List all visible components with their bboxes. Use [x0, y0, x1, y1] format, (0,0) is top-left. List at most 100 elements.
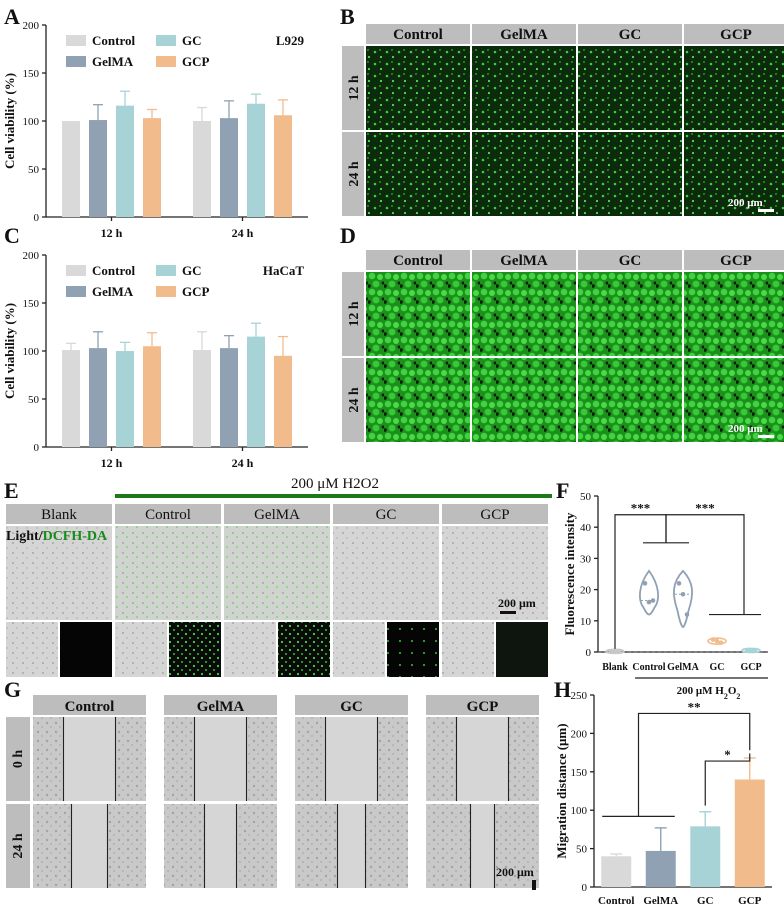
legend-swatch-control [66, 265, 86, 276]
scale-bar-label-e: 200 μm [498, 596, 536, 610]
y-tick-label: 0 [34, 442, 40, 454]
x-tick-label: 12 h [101, 456, 123, 470]
bar-gcp-1 [274, 115, 292, 217]
x-tick-label: GCP [738, 895, 762, 907]
legend-label-gc: GC [182, 33, 202, 48]
y-tick-label: 100 [23, 346, 40, 358]
fluorescence-image-control [169, 622, 221, 677]
chart-c: 0 50 100 150 200 Cell viability (%) 12 h 24 h Co… [2, 250, 308, 470]
image-grid-e: Blank Control GelMA GC GCP 200 μm [6, 504, 548, 677]
y-tick-label: 0 [34, 212, 40, 224]
legend-label-gcp: GCP [182, 284, 210, 299]
bar-control [601, 856, 632, 887]
sig-bracket-2 [665, 514, 745, 615]
legend-label-gc: GC [182, 263, 202, 278]
y-tick-label: 150 [23, 298, 40, 310]
micrograph-gc-1 [578, 132, 682, 216]
fluorescence-image-blank [60, 622, 112, 677]
violin-control [639, 569, 659, 616]
bar-control-0 [62, 121, 80, 217]
y-axis-label: Fluorescence intensity [562, 512, 577, 635]
legend-swatch-gc [156, 265, 176, 276]
bar-gc-0 [116, 105, 134, 217]
data-point [650, 598, 656, 603]
data-point [714, 638, 720, 644]
x-tick-label: GCP [740, 662, 761, 673]
y-tick-label: 10 [580, 616, 592, 628]
bar-gelma-1 [220, 118, 238, 217]
data-point [748, 648, 754, 653]
column-header-bg [578, 24, 682, 44]
row-header-bg [342, 358, 364, 442]
column-header-e-blank: Blank [41, 507, 77, 523]
micrograph-control-1 [366, 358, 470, 442]
legend-label-gcp: GCP [182, 54, 210, 69]
column-header-bg [164, 695, 277, 715]
overlay-light: Light [6, 529, 39, 544]
x-tick-label: GC [697, 895, 714, 907]
light-image-blank [6, 622, 58, 677]
data-point [744, 647, 750, 653]
data-point [612, 649, 618, 654]
panel-label-h: H [554, 677, 571, 702]
bar-gcp-0 [143, 118, 161, 217]
fluorescence-image-gelma [278, 622, 330, 677]
column-header-bg [578, 250, 682, 270]
x-tick-label: GelMA [667, 662, 699, 673]
image-grid-d: Control GelMA GC GCP 12 h 24 h 200 μm [342, 250, 784, 442]
y-tick-label: 20 [580, 585, 592, 597]
cell-line-label: L929 [276, 33, 305, 48]
bar-gelma-0 [89, 120, 107, 217]
column-header-g-control: Control [65, 699, 115, 715]
x-tick-label: Control [598, 895, 634, 907]
column-header-control: Control [393, 27, 443, 43]
sig-label-1: ** [688, 699, 701, 714]
column-header-gc: GC [619, 253, 642, 269]
legend-swatch-control [66, 35, 86, 46]
panel-label-d: D [340, 223, 356, 248]
column-header-gcp: GCP [720, 27, 752, 43]
panel-label-e: E [4, 478, 19, 503]
column-header-g-gelma: GelMA [197, 699, 245, 715]
column-header-g-gc: GC [340, 699, 363, 715]
micrograph-gc-1 [578, 358, 682, 442]
data-point [718, 640, 724, 645]
scratch-gap [63, 717, 116, 801]
legend-label-gelma: GelMA [92, 54, 134, 69]
x-tick-label: 24 h [232, 456, 254, 470]
data-point [676, 581, 682, 586]
panel-label-f: F [556, 478, 569, 503]
column-header-bg [295, 695, 408, 715]
treatment-label-e: 200 μM H2O2 [291, 476, 379, 492]
scale-bar [758, 435, 774, 438]
column-header-bg [442, 504, 548, 524]
bar-gc-1 [247, 336, 265, 447]
y-tick-label: 50 [580, 491, 592, 503]
scale-bar [758, 209, 774, 212]
micrograph-control-0 [366, 46, 470, 130]
y-tick-label: 50 [28, 164, 40, 176]
treatment-label-f: 200 μM H2O2 [677, 685, 741, 701]
merged-image-blank [6, 526, 112, 620]
overlay-dcfh: DCFH-DA [43, 529, 108, 544]
treatment-part: O [728, 685, 737, 697]
micrograph-control-0 [366, 272, 470, 356]
x-tick-label: Blank [602, 662, 628, 673]
y-tick-label: 50 [28, 394, 40, 406]
column-header-e-gc: GC [376, 507, 397, 523]
row-header-1: 24 h [347, 387, 362, 413]
column-header-bg [6, 504, 112, 524]
bar-gcp [734, 779, 765, 887]
bar-gelma-1 [220, 348, 238, 447]
column-header-e-gelma: GelMA [254, 507, 300, 523]
merged-image-control [115, 526, 221, 620]
column-header-gc: GC [619, 27, 642, 43]
column-header-bg [115, 504, 221, 524]
merged-image-gcp [442, 526, 548, 620]
scratch-gap [337, 804, 366, 888]
legend-label-control: Control [92, 263, 135, 278]
fluorescence-image-gcp [496, 622, 548, 677]
column-header-gelma: GelMA [500, 27, 548, 43]
y-axis-label: Cell viability (%) [2, 303, 17, 399]
